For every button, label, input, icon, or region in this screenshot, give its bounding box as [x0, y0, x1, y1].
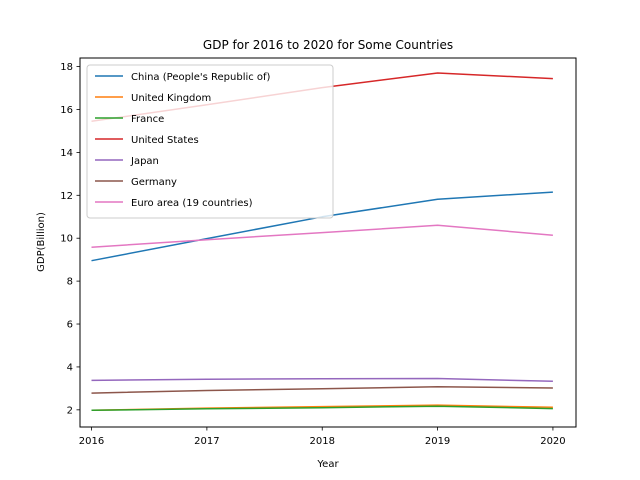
series-line	[91, 224, 553, 248]
legend-label: United States	[131, 135, 199, 146]
legend-label: China (People's Republic of)	[131, 72, 271, 83]
y-tick-label: 12	[60, 191, 73, 202]
y-tick-label: 2	[67, 405, 73, 416]
legend-label: United Kingdom	[131, 93, 211, 104]
x-tick-label: 2016	[79, 436, 104, 447]
x-tick-label: 2020	[540, 436, 565, 447]
series-line	[91, 377, 553, 383]
y-tick-label: 4	[67, 362, 73, 373]
chart-title: GDP for 2016 to 2020 for Some Countries	[203, 38, 453, 52]
axes: 2016 2017 2018 2019 2020 2 4 6 8 10 12 14 16 18	[60, 62, 565, 447]
legend-box	[86, 64, 334, 219]
y-axis-label: GDP(Billion)	[36, 212, 47, 272]
x-axis-label: Year	[316, 459, 339, 470]
y-tick-label: 16	[60, 105, 73, 116]
series-line	[91, 385, 553, 394]
y-tick-label: 6	[67, 320, 73, 331]
y-tick-label: 8	[67, 277, 73, 288]
legend-label: Japan	[130, 156, 159, 167]
x-tick-label: 2017	[194, 436, 219, 447]
y-tick-label: 18	[60, 62, 73, 73]
legend-label: France	[131, 114, 164, 125]
legend-label: Germany	[131, 177, 177, 188]
plot-frame	[79, 57, 577, 428]
y-tick-label: 10	[60, 234, 73, 245]
y-tick-label: 14	[60, 148, 73, 159]
legend: China (People's Republic of) United Kingd…	[86, 64, 334, 219]
x-tick-label: 2018	[310, 436, 335, 447]
x-tick-label: 2019	[425, 436, 450, 447]
legend-label: Euro area (19 countries)	[131, 198, 253, 209]
series-line	[91, 405, 553, 412]
